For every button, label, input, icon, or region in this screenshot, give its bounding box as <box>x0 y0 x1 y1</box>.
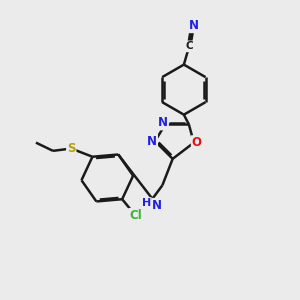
Text: N: N <box>147 135 157 148</box>
Text: N: N <box>158 116 168 129</box>
Text: C: C <box>185 41 193 51</box>
Text: S: S <box>67 142 76 155</box>
Text: N: N <box>189 19 199 32</box>
Text: O: O <box>192 136 202 149</box>
Text: Cl: Cl <box>129 209 142 222</box>
Text: H: H <box>142 198 151 208</box>
Text: N: N <box>152 199 162 212</box>
